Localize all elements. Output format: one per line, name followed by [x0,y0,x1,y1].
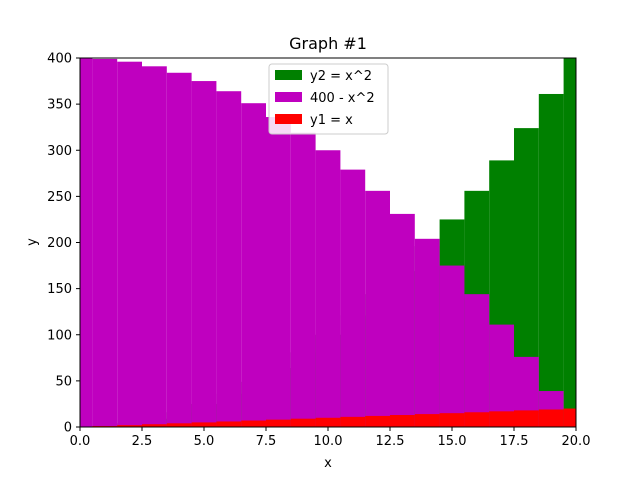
y-tick-label: 100 [47,328,72,343]
bar-2-12 [365,415,390,427]
legend-label-2: y1 = x [310,113,353,128]
bar-1-13 [390,213,415,427]
chart-title: Graph #1 [289,34,367,53]
series-2 [92,408,576,427]
legend-label-0: y2 = x^2 [310,69,372,84]
bar-0-19 [538,93,564,427]
bar-1-9 [290,132,316,427]
bar-1-0 [80,58,93,427]
bar-1-11 [340,169,366,427]
bar-2-13 [390,415,415,427]
bar-2-5 [191,422,217,427]
bar-2-3 [142,424,167,427]
bar-1-2 [117,61,142,427]
bar-2-11 [340,416,366,427]
legend-swatch-0 [275,70,302,80]
x-tick-label: 10.0 [314,434,343,449]
bar-1-12 [365,190,390,427]
x-tick-label: 20.0 [562,434,591,449]
bar-2-10 [315,417,341,427]
bar-1-10 [315,150,341,427]
x-ticks: 0.0 2.5 5.0 7.5 10.0 12.5 15.0 17.5 20.0 [70,427,591,449]
bar-2-14 [414,414,440,427]
bar-2-8 [266,419,291,427]
x-tick-label: 0.0 [70,434,91,449]
bar-2-15 [439,413,465,427]
y-tick-label: 200 [47,236,72,251]
x-tick-label: 7.5 [256,434,277,449]
bar-2-20 [563,408,576,427]
bar-0-20 [563,58,576,427]
bar-1-7 [241,103,266,427]
x-tick-label: 5.0 [194,434,215,449]
bar-1-3 [142,66,167,427]
bar-2-17 [489,411,514,427]
bar-1-14 [414,238,440,427]
bar-1-1 [92,58,118,427]
bar-1-16 [464,294,490,427]
bar-2-4 [166,423,192,427]
bar-1-4 [166,72,192,427]
y-tick-label: 50 [55,374,72,389]
bar-1-6 [216,91,242,427]
bar-2-16 [464,412,490,427]
x-tick-label: 12.5 [376,434,405,449]
legend: y2 = x^2 400 - x^2 y1 = x [268,63,389,135]
x-axis-label: x [324,456,332,471]
bar-1-17 [489,324,514,427]
x-tick-label: 15.0 [438,434,467,449]
y-tick-label: 300 [47,144,72,159]
x-tick-label: 2.5 [132,434,153,449]
y-axis-label: y [25,238,40,246]
bar-1-15 [439,265,465,427]
y-tick-label: 250 [47,190,72,205]
legend-swatch-1 [275,92,302,102]
y-tick-label: 350 [47,98,72,113]
y-ticks: 0 50 100 150 200 250 300 350 400 [47,52,80,436]
bar-1-8 [266,117,291,427]
legend-label-1: 400 - x^2 [310,91,375,106]
bar-2-2 [117,425,142,427]
legend-swatch-2 [275,114,302,124]
y-tick-label: 150 [47,282,72,297]
series-1 [80,58,564,427]
bar-2-19 [538,409,564,427]
y-tick-label: 0 [64,421,72,436]
bar-2-6 [216,421,242,427]
bar-2-7 [241,420,266,427]
bar-1-5 [191,81,217,427]
bar-2-9 [290,418,316,427]
bar-2-18 [514,410,539,427]
x-tick-label: 17.5 [500,434,529,449]
bar-layer [80,58,576,427]
y-tick-label: 400 [47,52,72,67]
